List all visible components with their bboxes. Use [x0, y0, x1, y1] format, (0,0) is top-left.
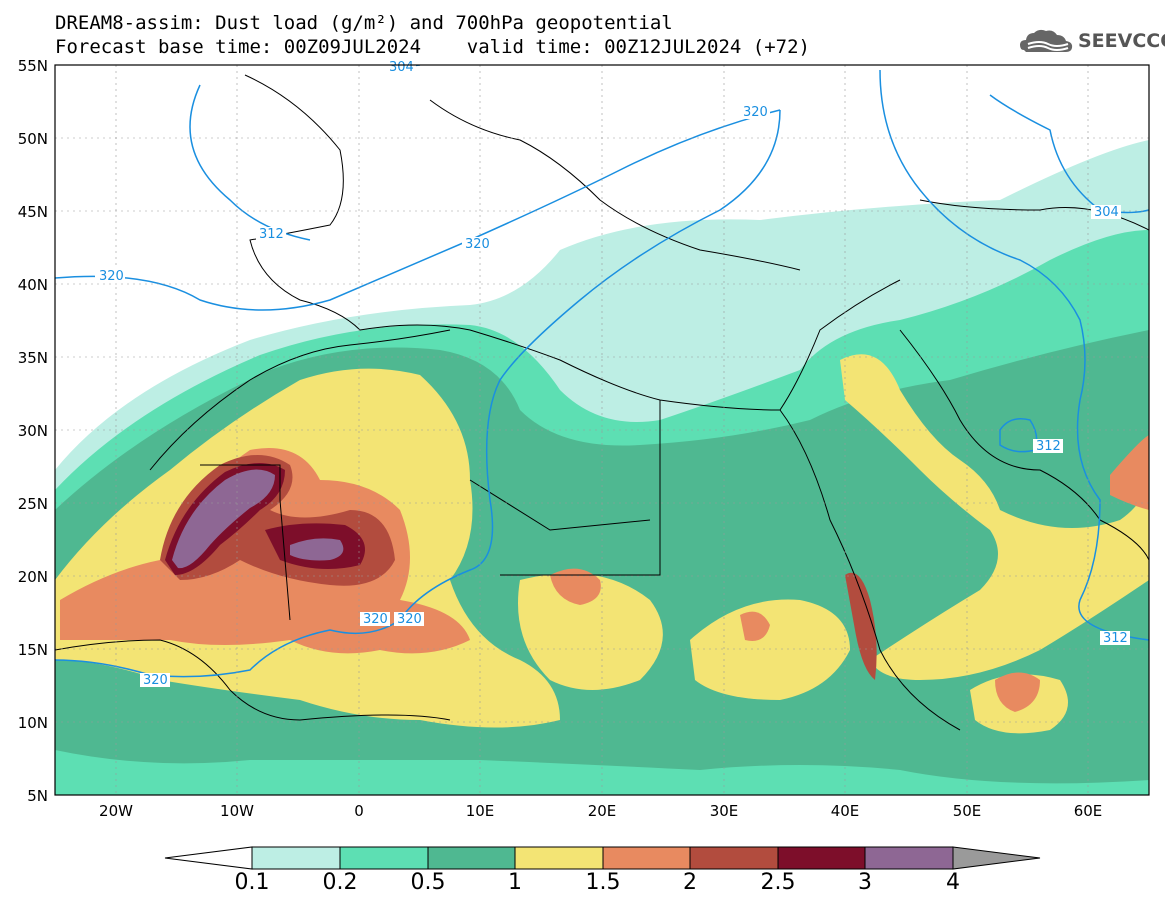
contour-label-group: 304 320 312 320 320 312 304 320 320 320 …	[95, 60, 1130, 688]
lon-label: 20W	[99, 802, 133, 820]
contour-label: 320	[465, 237, 490, 252]
coastlines	[55, 74, 1149, 731]
colorbar-swatch	[427, 846, 516, 870]
contour-304-east	[989, 94, 1149, 214]
chart-subtitle: Forecast base time: 00Z09JUL2024 valid t…	[55, 36, 810, 58]
dust-level-1-sudan	[690, 599, 850, 700]
contour-320-b	[55, 109, 781, 678]
dust-level-1-arabia	[840, 354, 1149, 680]
colorbar-swatch	[602, 846, 691, 870]
lat-label: 20N	[17, 568, 48, 586]
colorbar-swatch	[864, 846, 954, 870]
contour-label: 320	[397, 612, 422, 627]
contour-label: 320	[99, 269, 124, 284]
lat-label: 30N	[17, 422, 48, 440]
dust-level-3-b	[290, 538, 344, 561]
contour-label: 320	[143, 673, 168, 688]
colorbar-label: 2.5	[760, 870, 796, 895]
colorbar-label: 0.2	[322, 870, 358, 895]
lon-label: 20E	[587, 802, 617, 820]
lat-label: 35N	[17, 349, 48, 367]
colorbar-label: 1.5	[585, 870, 621, 895]
colorbar-swatch	[514, 846, 604, 870]
dust-level-1.5-chad	[550, 568, 601, 605]
colorbar-label: 0.5	[410, 870, 446, 895]
contour-label: 312	[259, 227, 284, 242]
dust-level-1.5-gulf	[1110, 435, 1149, 510]
chart-title: DREAM8-assim: Dust load (g/m²) and 700hP…	[55, 12, 673, 34]
lat-label: 40N	[17, 276, 48, 294]
colorbar-swatch	[251, 846, 341, 870]
dust-level-3	[172, 469, 275, 569]
lat-label: 25N	[17, 495, 48, 513]
graticule	[55, 65, 1149, 795]
colorbar-low-arrow	[164, 846, 253, 870]
contour-label: 320	[743, 105, 768, 120]
lat-label: 50N	[17, 130, 48, 148]
cloud-logo-icon	[1020, 29, 1073, 52]
dust-level-1.5-somalia	[995, 672, 1040, 712]
dust-level-1-sahel	[518, 573, 663, 690]
lon-label: 50E	[952, 802, 982, 820]
contour-label: 312	[1103, 631, 1128, 646]
dust-level-2-red-sea	[845, 572, 877, 680]
lon-label: 40E	[830, 802, 860, 820]
map-frame	[54, 64, 1150, 796]
lon-label: 30E	[709, 802, 739, 820]
lon-label: 10E	[465, 802, 495, 820]
colorbar-label: 3	[858, 870, 872, 895]
contour-312-loop	[999, 418, 1038, 453]
lon-label: 10W	[220, 802, 254, 820]
colorbar-swatch	[777, 846, 866, 870]
colorbar-label: 1	[508, 870, 522, 895]
contour-label: 304	[389, 60, 414, 75]
colorbar-high-arrow	[952, 846, 1041, 870]
logo-text: SEEVCCC	[1078, 30, 1165, 52]
lat-label: 45N	[17, 203, 48, 221]
colorbar	[164, 846, 1041, 870]
colorbar-swatch	[689, 846, 779, 870]
colorbar-label: 0.1	[234, 870, 270, 895]
lon-label: 60E	[1073, 802, 1103, 820]
geopotential-contours	[55, 65, 1149, 678]
contour-label: 312	[1036, 439, 1061, 454]
contour-320-a	[55, 109, 781, 311]
lat-label: 10N	[17, 714, 48, 732]
contour-312-east	[879, 69, 1149, 641]
lat-label: 55N	[17, 57, 48, 75]
lon-label: 0	[354, 802, 364, 820]
contour-label: 320	[363, 612, 388, 627]
lat-label: 15N	[17, 641, 48, 659]
dust-level-1.5-sudan	[740, 611, 770, 641]
colorbar-label: 2	[683, 870, 697, 895]
colorbar-swatch	[339, 846, 429, 870]
lat-label: 5N	[27, 787, 48, 805]
colorbar-label: 4	[946, 870, 960, 895]
contour-label: 304	[1094, 205, 1119, 220]
